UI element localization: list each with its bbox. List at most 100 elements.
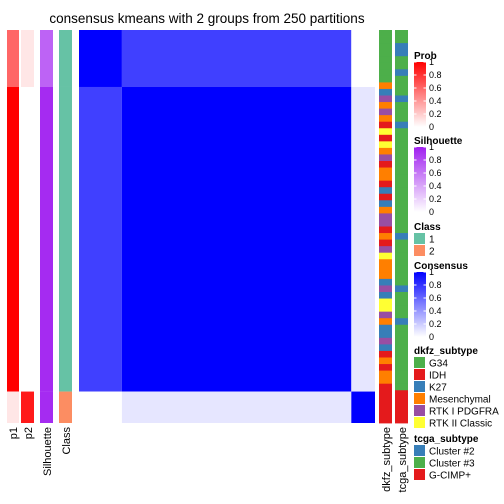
legend-tick-label: 0.4	[429, 306, 442, 316]
dkfz-subtype-cell	[379, 43, 392, 51]
dkfz-subtype-cell	[379, 233, 392, 240]
legend-swatch	[414, 381, 425, 392]
legends: Prob10.80.60.40.20Silhouette10.80.60.40.…	[414, 51, 499, 482]
tcga-subtype-cell	[395, 141, 408, 149]
legend-class: Class 12	[414, 222, 441, 258]
dkfz-subtype-cell	[379, 246, 392, 254]
dkfz-subtype-cell	[379, 30, 392, 37]
dkfz-subtype-cell	[379, 377, 392, 385]
consensus-matrix	[79, 30, 375, 423]
tcga-subtype-cell	[395, 75, 408, 83]
tcga-subtype-cell	[395, 167, 408, 175]
tcga-subtype-cell	[395, 134, 408, 142]
legend-title: dkfz_subtype	[414, 346, 478, 357]
chart-title: consensus kmeans with 2 groups from 250 …	[49, 11, 364, 26]
column-annotation-tracks	[379, 30, 408, 424]
legend-label: K27	[429, 383, 447, 394]
annotation-cell-silhouette-2	[40, 86, 53, 392]
legend-swatch	[414, 405, 425, 416]
annotation-cell-class-3	[59, 391, 72, 423]
tcga-subtype-cell	[395, 115, 408, 123]
dkfz-subtype-cell	[379, 265, 392, 273]
tcga-subtype-cell	[395, 318, 408, 326]
dkfz-subtype-cell	[379, 180, 392, 188]
tcga-subtype-cell	[395, 278, 408, 286]
tcga-subtype-cell	[395, 252, 408, 260]
legend-tick-label: 0.6	[429, 83, 442, 93]
consensus-cell-1-2	[121, 30, 352, 87]
legend-label: RTK I PDGFRA	[429, 407, 499, 418]
legend-label: G34	[429, 359, 448, 370]
annotation-cell-p1-1	[7, 30, 19, 87]
tcga-subtype-cell	[395, 62, 408, 70]
tcga-subtype-cell	[395, 396, 408, 404]
dkfz-subtype-cell	[379, 331, 392, 339]
dkfz-subtype-cell	[379, 350, 392, 358]
dkfz-subtype-cell	[379, 200, 392, 208]
legend-label: Cluster #2	[429, 447, 475, 458]
legend-tick-label: 0.4	[429, 181, 442, 191]
dkfz-subtype-cell	[379, 167, 392, 175]
dkfz-subtype-cell	[379, 141, 392, 149]
tcga-subtype-cell	[395, 121, 408, 129]
dkfz-subtype-cell	[379, 344, 392, 352]
tcga-subtype-cell	[395, 147, 408, 155]
dkfz-subtype-cell	[379, 154, 392, 162]
legend-tick-label: 1	[429, 267, 434, 277]
dkfz-subtype-cell	[379, 409, 392, 417]
legend-tick-label: 0.8	[429, 280, 442, 290]
consensus-cell-2-3	[351, 86, 375, 392]
dkfz-subtype-cell	[379, 134, 392, 142]
dkfz-subtype-cell	[379, 416, 392, 424]
track-label-dkfz-subtype: dkfz_subtype	[381, 427, 393, 492]
tcga-subtype-cell	[395, 324, 408, 332]
legend-swatch	[414, 369, 425, 380]
tcga-subtype-cell	[395, 298, 408, 306]
dkfz-subtype-cell	[379, 278, 392, 286]
consensus-cell-2-1	[79, 86, 122, 392]
legend-tick-label: 0	[429, 332, 434, 342]
tcga-subtype-cell	[395, 350, 408, 358]
tcga-subtype-cell	[395, 161, 408, 168]
tcga-subtype-cell	[395, 377, 408, 385]
tcga-subtype-cell	[395, 383, 408, 391]
tcga-subtype-cell	[395, 36, 408, 44]
tcga-subtype-cell	[395, 108, 408, 116]
legend-colorbar	[414, 147, 426, 212]
annotation-cell-class-1	[59, 30, 72, 87]
tcga-subtype-cell	[395, 265, 408, 273]
tcga-subtype-cell	[395, 409, 408, 417]
legend-title: tcga_subtype	[414, 434, 479, 445]
tcga-subtype-cell	[395, 30, 408, 37]
dkfz-subtype-cell	[379, 213, 392, 221]
dkfz-subtype-cell	[379, 305, 392, 313]
tcga-subtype-cell	[395, 364, 408, 371]
annotation-cell-p1-3	[7, 391, 19, 423]
legend-label: RTK II Classic	[429, 419, 492, 430]
dkfz-subtype-cell	[379, 75, 392, 83]
tcga-subtype-cell	[395, 187, 408, 195]
dkfz-subtype-cell	[379, 272, 392, 280]
tcga-subtype-cell	[395, 174, 408, 182]
dkfz-subtype-cell	[379, 298, 392, 306]
dkfz-subtype-cell	[379, 108, 392, 116]
dkfz-subtype-cell	[379, 174, 392, 182]
dkfz-subtype-cell	[379, 161, 392, 168]
legend-swatch	[414, 417, 425, 428]
annotation-cell-p2-1	[21, 30, 34, 87]
annotation-cell-silhouette-3	[40, 391, 53, 423]
tcga-subtype-cell	[395, 206, 408, 214]
tcga-subtype-cell	[395, 246, 408, 254]
dkfz-subtype-cell	[379, 390, 392, 398]
annotation-cell-p2-3	[21, 391, 34, 423]
legend-label: 1	[429, 235, 435, 246]
legend-title: Consensus	[414, 261, 468, 272]
dkfz-subtype-cell	[379, 128, 392, 136]
legend-tick-label: 0.2	[429, 319, 442, 329]
consensus-cell-3-3	[351, 391, 375, 423]
dkfz-subtype-cell	[379, 187, 392, 195]
legend-swatch	[414, 357, 425, 368]
legend-label: 2	[429, 247, 435, 258]
